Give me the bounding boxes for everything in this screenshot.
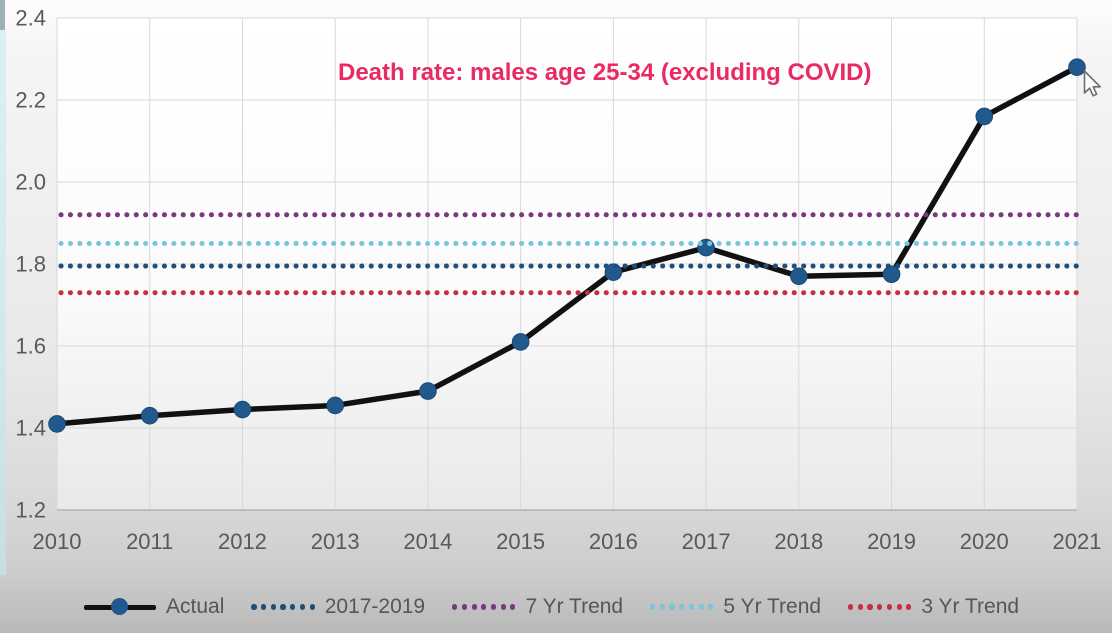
actual-series bbox=[48, 58, 1086, 433]
legend-item-7yr-trend: 7 Yr Trend bbox=[452, 595, 623, 619]
mouse-cursor-icon bbox=[1083, 70, 1101, 97]
svg-text:2015: 2015 bbox=[496, 529, 545, 554]
left-edge-top-mark bbox=[0, 0, 5, 30]
svg-text:2014: 2014 bbox=[403, 529, 452, 554]
x-axis-labels: 2010 2011 2012 2013 2014 2015 2016 2017 2018 2019… bbox=[33, 529, 1102, 554]
svg-text:2010: 2010 bbox=[33, 529, 82, 554]
svg-text:1.2: 1.2 bbox=[15, 498, 46, 523]
data-point-marker bbox=[975, 107, 994, 126]
legend-item-5yr-trend: 5 Yr Trend bbox=[650, 595, 821, 619]
dotted-line-swatch-icon bbox=[452, 604, 516, 610]
svg-text:2017: 2017 bbox=[682, 529, 731, 554]
data-point-marker bbox=[140, 406, 159, 425]
svg-text:2.2: 2.2 bbox=[15, 88, 46, 113]
y-axis-labels: 1.2 1.4 1.6 1.8 2.0 2.2 2.4 bbox=[15, 6, 46, 523]
actual-line bbox=[54, 64, 1080, 427]
legend-item-2017-2019: 2017-2019 bbox=[251, 595, 425, 619]
left-edge-strip bbox=[0, 30, 6, 575]
legend-label: 5 Yr Trend bbox=[723, 595, 822, 618]
data-point-marker bbox=[326, 396, 344, 415]
data-point-marker bbox=[419, 382, 437, 400]
actual-line-swatch-icon bbox=[84, 598, 156, 616]
legend-label: Actual bbox=[166, 595, 225, 618]
svg-text:2011: 2011 bbox=[126, 529, 173, 554]
legend-label: 2017-2019 bbox=[324, 595, 426, 618]
svg-text:2019: 2019 bbox=[867, 529, 916, 554]
legend-item-3yr-trend: 3 Yr Trend bbox=[848, 595, 1019, 619]
svg-text:2012: 2012 bbox=[218, 529, 267, 554]
dotted-line-swatch-icon bbox=[650, 604, 714, 610]
legend-label: 7 Yr Trend bbox=[525, 595, 624, 618]
svg-text:2.0: 2.0 bbox=[15, 170, 46, 195]
svg-text:2018: 2018 bbox=[774, 529, 823, 554]
svg-text:2021: 2021 bbox=[1053, 529, 1102, 554]
svg-text:2013: 2013 bbox=[311, 529, 360, 554]
svg-text:2016: 2016 bbox=[589, 529, 638, 554]
svg-text:1.6: 1.6 bbox=[15, 334, 46, 359]
chart-title: Death rate: males age 25-34 (excluding C… bbox=[338, 59, 872, 86]
legend-label: 3 Yr Trend bbox=[921, 595, 1020, 618]
data-point-marker bbox=[233, 400, 252, 419]
data-point-marker bbox=[882, 265, 901, 284]
data-point-marker bbox=[48, 415, 66, 433]
legend-item-actual: Actual bbox=[84, 595, 224, 619]
data-point-marker bbox=[604, 263, 623, 282]
data-point-marker bbox=[790, 267, 808, 286]
data-point-marker bbox=[511, 333, 530, 351]
svg-text:1.8: 1.8 bbox=[15, 252, 46, 277]
dotted-line-swatch-icon bbox=[848, 604, 912, 610]
svg-text:2.4: 2.4 bbox=[15, 6, 46, 31]
svg-text:1.4: 1.4 bbox=[15, 416, 46, 441]
trend-lines bbox=[58, 212, 1080, 296]
chart-legend: Actual 2017-2019 7 Yr Trend 5 Yr Trend 3… bbox=[84, 589, 1019, 625]
svg-text:2020: 2020 bbox=[960, 529, 1009, 554]
data-point-marker bbox=[1068, 58, 1086, 76]
dotted-line-swatch-icon bbox=[251, 604, 315, 610]
